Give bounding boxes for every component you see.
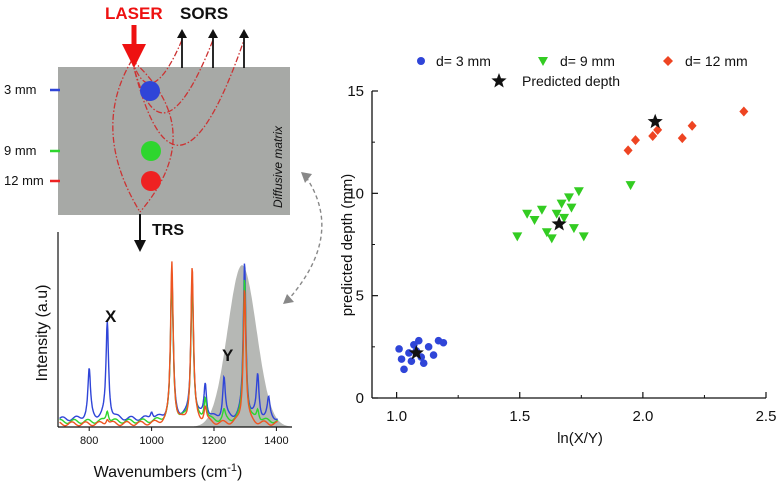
photon-path-trs-right	[131, 59, 174, 213]
trs-arrow-icon	[134, 214, 146, 252]
scatter-points	[395, 106, 749, 374]
legend-marker-9mm	[538, 57, 548, 66]
scatter-x-tick-label: 1.0	[386, 408, 407, 425]
scatter-point-d-12-mm	[739, 106, 749, 117]
scatter-point-d-12-mm	[630, 135, 640, 146]
scatter-point-d-9-mm	[546, 234, 557, 244]
scatter-panel: 1.0 1.5 2.0 2.5 0 5 10 15 d= 3 mm d= 9 mm d= 12…	[339, 53, 776, 447]
spectrum-shaded-band	[58, 265, 292, 427]
scatter-point-predicted-depth	[551, 216, 567, 231]
spectrum-series-d-12-mm	[59, 261, 278, 427]
scatter-point-d-9-mm	[529, 215, 540, 225]
scatter-point-d-12-mm	[623, 145, 633, 156]
spectrum-y-axis-label: Intensity (a.u)	[34, 285, 51, 382]
laser-label: LASER	[105, 4, 163, 23]
scatter-y-axis-label: predicted depth (mm)	[339, 174, 356, 317]
scatter-point-d-3-mm	[419, 359, 428, 368]
scatter-point-d-9-mm	[522, 209, 533, 219]
laser-arrow-icon	[122, 25, 146, 68]
scatter-point-d-3-mm	[414, 336, 423, 345]
scatter-point-d-3-mm	[439, 338, 448, 347]
diagram-panel: Diffusive matrix 3 mm 9 mm 12 mm LASER S…	[4, 4, 323, 304]
scatter-x-axis-label: ln(X/Y)	[557, 430, 603, 447]
spectrum-series-group	[59, 261, 279, 427]
scatter-point-d-3-mm	[395, 345, 403, 353]
scatter-y-tick-label: 0	[356, 390, 364, 407]
scatter-point-d-3-mm	[424, 343, 433, 351]
scatter-point-d-12-mm	[653, 124, 663, 135]
spectrum-x-axis-label-sup: -1	[227, 462, 237, 474]
scatter-point-d-9-mm	[564, 193, 574, 203]
scatter-point-d-9-mm	[566, 203, 577, 213]
photon-path-sors-2	[131, 39, 214, 114]
spectrum-annotation-y: Y	[222, 346, 234, 365]
link-double-arrow-icon	[287, 176, 323, 301]
legend-marker-3mm	[417, 57, 425, 65]
scatter-point-d-3-mm	[397, 355, 406, 363]
legend-label-12mm: d= 12 mm	[685, 53, 748, 69]
scatter-x-tick-label: 2.0	[632, 408, 653, 425]
inclusion-3mm	[140, 81, 160, 101]
spectrum-x-tick-label: 1400	[264, 435, 288, 447]
scatter-y-tick-label: 15	[347, 83, 364, 100]
inclusion-9mm	[141, 141, 161, 161]
spectrum-x-tick-label: 800	[80, 435, 98, 447]
photon-path-trs-left	[112, 59, 141, 213]
spectrum-x-axis-label-close: )	[237, 464, 242, 481]
scatter-y-tick-label: 5	[356, 288, 364, 305]
scatter-x-tick-label: 1.5	[509, 408, 530, 425]
scatter-point-predicted-depth	[408, 345, 424, 360]
scatter-point-d-12-mm	[648, 131, 658, 142]
inclusion-12mm	[141, 171, 161, 191]
scatter-point-d-9-mm	[573, 187, 584, 197]
scatter-point-predicted-depth	[647, 113, 663, 129]
scatter-point-d-3-mm	[429, 351, 438, 359]
scatter-x-tick-label: 2.5	[756, 408, 777, 425]
legend-label-9mm: d= 9 mm	[560, 53, 615, 69]
spectrum-annotation-x: X	[105, 307, 117, 326]
diffusive-matrix-block	[58, 67, 290, 215]
photon-path-sors-3	[131, 39, 245, 146]
scatter-point-d-9-mm	[551, 209, 562, 219]
scatter-point-d-12-mm	[677, 133, 687, 144]
legend-star-shape	[491, 73, 507, 88]
spectrum-panel: 800 1000 1200 1400 X Y Intensity (a.u) Wave…	[34, 232, 292, 481]
spectrum-x-tick-label: 1200	[202, 435, 226, 447]
spectrum-band-area	[58, 265, 292, 427]
scatter-legend: d= 3 mm d= 9 mm d= 12 mm Predicted depth	[417, 53, 748, 89]
spectrum-axes: 800 1000 1200 1400	[57, 232, 292, 447]
sors-arrows-icon	[177, 29, 249, 68]
spectrum-x-tick-label: 1000	[139, 435, 163, 447]
scatter-point-d-3-mm	[400, 365, 408, 374]
scatter-point-d-3-mm	[405, 349, 413, 357]
scatter-point-d-9-mm	[512, 232, 523, 242]
scatter-point-d-12-mm	[687, 120, 697, 131]
depth-label-3mm: 3 mm	[4, 82, 37, 97]
scatter-y-tick-label: 10	[347, 185, 364, 202]
scatter-point-d-9-mm	[578, 232, 589, 242]
link-arrowhead-top	[301, 172, 312, 183]
scatter-point-d-9-mm	[568, 224, 579, 234]
depth-label-12mm: 12 mm	[4, 173, 44, 188]
legend-marker-12mm	[663, 56, 673, 66]
scatter-point-d-9-mm	[536, 205, 547, 215]
legend-marker-predicted	[491, 73, 507, 88]
spectrum-x-axis-label: Wavenumbers (cm-1)	[94, 462, 243, 481]
trs-label: TRS	[152, 222, 184, 239]
sors-label: SORS	[180, 4, 228, 23]
legend-label-predicted: Predicted depth	[522, 73, 620, 89]
photon-paths	[112, 39, 245, 213]
scatter-axes: 1.0 1.5 2.0 2.5 0 5 10 15	[347, 83, 776, 425]
legend-label-3mm: d= 3 mm	[436, 53, 491, 69]
scatter-point-d-9-mm	[541, 228, 552, 238]
scatter-point-d-3-mm	[407, 357, 416, 365]
depth-label-9mm: 9 mm	[4, 143, 37, 158]
scatter-point-d-9-mm	[625, 181, 636, 191]
diffusive-matrix-label: Diffusive matrix	[271, 125, 285, 208]
link-arrowhead-bottom	[283, 294, 294, 304]
scatter-point-d-9-mm	[559, 213, 570, 223]
scatter-point-d-9-mm	[556, 199, 567, 209]
spectrum-x-axis-label-main: Wavenumbers (cm	[94, 464, 228, 481]
